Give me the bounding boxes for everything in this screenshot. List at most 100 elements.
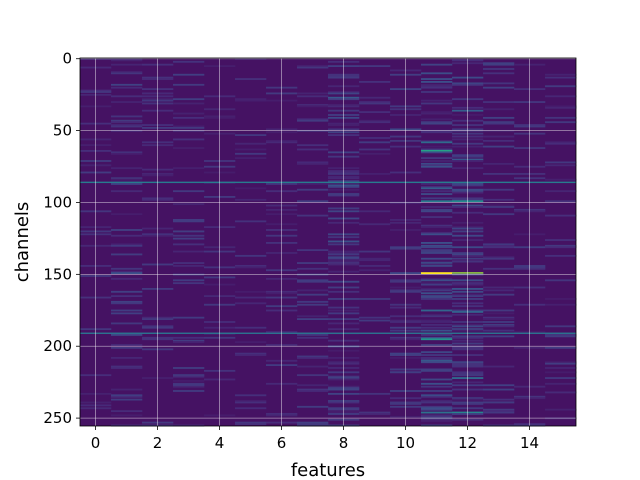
x-tick-label: 12 — [458, 434, 477, 452]
heatmap-cell — [421, 309, 453, 312]
heatmap-cell — [297, 424, 329, 427]
heatmap-cell — [483, 244, 515, 247]
heatmap-cell — [421, 415, 453, 418]
y-axis-ticks: 0 50 100 150 200 250 — [43, 50, 80, 427]
heatmap-cell — [545, 346, 577, 349]
heatmap-cell — [545, 408, 577, 411]
heatmap-cell — [483, 243, 515, 246]
heatmap-cell — [297, 262, 329, 264]
heatmap-cell — [545, 377, 577, 379]
heatmap-cell — [173, 367, 205, 369]
heatmap-cell — [173, 167, 205, 170]
heatmap-cell — [173, 375, 205, 378]
heatmap-cell — [359, 121, 391, 124]
heatmap-cell — [297, 119, 329, 122]
heatmap-cell — [297, 104, 329, 106]
heatmap-cell — [421, 319, 453, 322]
heatmap-cell — [421, 315, 453, 318]
heatmap-cell — [545, 254, 577, 257]
heatmap-cell — [111, 398, 143, 401]
heatmap-cell — [173, 83, 205, 86]
heatmap-cell — [421, 289, 453, 292]
heatmap-cell — [421, 193, 453, 195]
heatmap-cell — [111, 213, 143, 216]
heatmap-cell — [545, 367, 577, 369]
heatmap-cell — [235, 142, 267, 145]
heatmap-cell — [421, 323, 453, 326]
heatmap-cell — [483, 388, 515, 391]
heatmap-cell — [235, 394, 267, 397]
heatmap-cell — [235, 401, 267, 404]
heatmap-cell — [235, 266, 267, 269]
heatmap-cell — [421, 351, 453, 354]
heatmap-cell — [545, 325, 577, 328]
heatmap-cell — [359, 152, 391, 155]
heatmap-cell — [359, 257, 391, 260]
heatmap-cell — [111, 312, 143, 315]
heatmap-cell — [111, 121, 143, 124]
heatmap-cell — [297, 390, 329, 392]
heatmap-cell — [235, 198, 267, 201]
heatmap-cell — [421, 313, 453, 316]
heatmap-cell — [483, 398, 515, 401]
heatmap-cell — [111, 125, 143, 128]
heatmap-cell — [297, 303, 329, 306]
heatmap-cell — [173, 374, 205, 377]
heatmap-cell — [297, 300, 329, 303]
heatmap-cell — [421, 208, 453, 211]
heatmap-cell — [483, 289, 515, 292]
heatmap-cell — [545, 200, 577, 203]
heatmap-cell — [421, 295, 453, 298]
heatmap-cell — [235, 341, 267, 344]
heatmap-cell — [111, 367, 143, 369]
heatmap-cell — [297, 267, 329, 270]
heatmap-cell — [111, 152, 143, 155]
heatmap-cell — [421, 326, 453, 329]
heatmap-cell — [173, 265, 205, 267]
heatmap-cell — [421, 121, 453, 124]
heatmap-cell — [173, 127, 205, 129]
heatmap-cell — [421, 414, 453, 417]
heatmap-cell — [421, 111, 453, 114]
heatmap-cell — [421, 226, 453, 229]
heatmap-cell — [545, 239, 577, 241]
heatmap-cell — [421, 216, 453, 218]
heatmap-cell — [297, 249, 329, 252]
heatmap-cell — [421, 405, 453, 408]
heatmap-cell — [173, 237, 205, 240]
heatmap-cell — [421, 358, 453, 361]
heatmap-cell — [421, 408, 453, 411]
y-tick-label: 200 — [43, 337, 72, 355]
heatmap-cell — [111, 167, 143, 170]
heatmap-cell — [545, 105, 577, 108]
heatmap-cell — [421, 369, 453, 372]
heatmap-cell — [235, 354, 267, 356]
heatmap-cell — [297, 279, 329, 282]
plot-area — [79, 57, 577, 427]
heatmap-cells — [80, 58, 577, 427]
heatmap-cell — [483, 318, 515, 321]
heatmap-cell — [421, 85, 453, 88]
heatmap-cell — [421, 164, 453, 167]
heatmap-cell — [545, 164, 577, 167]
x-tick-label: 0 — [91, 434, 101, 452]
heatmap-cell — [421, 160, 453, 162]
heatmap-cell — [297, 388, 329, 391]
heatmap-cell — [173, 390, 205, 392]
heatmap-cell — [111, 344, 143, 346]
heatmap-cell — [421, 86, 453, 89]
heatmap-cell — [111, 190, 143, 193]
heatmap-cell — [359, 119, 391, 122]
heatmap-cell — [297, 280, 329, 283]
heatmap-cell — [483, 365, 515, 368]
heatmap-cell — [545, 106, 577, 109]
heatmap-cell — [545, 141, 577, 144]
heatmap-cell — [421, 187, 453, 190]
heatmap-cell — [359, 223, 391, 226]
heatmap-cell — [111, 309, 143, 312]
x-tick-label: 14 — [520, 434, 539, 452]
heatmap-cell — [483, 316, 515, 319]
heatmap-cell — [421, 148, 453, 151]
heatmap-cell — [297, 405, 329, 408]
heatmap-cell — [545, 279, 577, 282]
